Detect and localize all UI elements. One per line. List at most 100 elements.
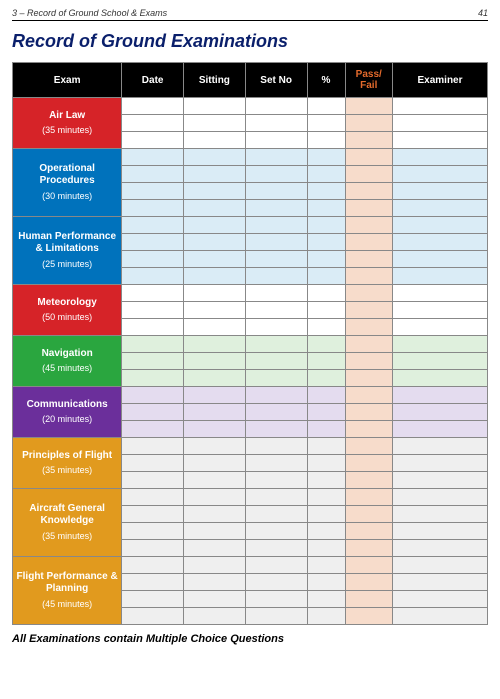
data-cell[interactable] (122, 421, 184, 438)
data-cell[interactable] (393, 336, 488, 353)
data-cell[interactable] (345, 234, 393, 251)
data-cell[interactable] (393, 591, 488, 608)
data-cell[interactable] (307, 200, 345, 217)
data-cell[interactable] (245, 557, 307, 574)
data-cell[interactable] (245, 523, 307, 540)
data-cell[interactable] (345, 302, 393, 319)
data-cell[interactable] (245, 506, 307, 523)
data-cell[interactable] (122, 336, 184, 353)
data-cell[interactable] (393, 268, 488, 285)
data-cell[interactable] (345, 489, 393, 506)
data-cell[interactable] (307, 319, 345, 336)
data-cell[interactable] (393, 506, 488, 523)
data-cell[interactable] (184, 268, 246, 285)
data-cell[interactable] (184, 285, 246, 302)
data-cell[interactable] (345, 404, 393, 421)
data-cell[interactable] (122, 404, 184, 421)
data-cell[interactable] (307, 574, 345, 591)
data-cell[interactable] (307, 353, 345, 370)
data-cell[interactable] (245, 200, 307, 217)
data-cell[interactable] (245, 370, 307, 387)
data-cell[interactable] (245, 353, 307, 370)
data-cell[interactable] (122, 455, 184, 472)
data-cell[interactable] (345, 455, 393, 472)
data-cell[interactable] (393, 523, 488, 540)
data-cell[interactable] (345, 166, 393, 183)
data-cell[interactable] (307, 404, 345, 421)
data-cell[interactable] (307, 183, 345, 200)
data-cell[interactable] (122, 132, 184, 149)
data-cell[interactable] (245, 489, 307, 506)
data-cell[interactable] (345, 115, 393, 132)
data-cell[interactable] (307, 149, 345, 166)
data-cell[interactable] (245, 132, 307, 149)
data-cell[interactable] (393, 540, 488, 557)
data-cell[interactable] (307, 472, 345, 489)
data-cell[interactable] (307, 370, 345, 387)
data-cell[interactable] (122, 251, 184, 268)
data-cell[interactable] (307, 455, 345, 472)
data-cell[interactable] (245, 319, 307, 336)
data-cell[interactable] (122, 574, 184, 591)
data-cell[interactable] (393, 353, 488, 370)
data-cell[interactable] (184, 319, 246, 336)
data-cell[interactable] (307, 268, 345, 285)
data-cell[interactable] (345, 438, 393, 455)
data-cell[interactable] (393, 421, 488, 438)
data-cell[interactable] (393, 387, 488, 404)
data-cell[interactable] (307, 336, 345, 353)
data-cell[interactable] (184, 200, 246, 217)
data-cell[interactable] (393, 217, 488, 234)
data-cell[interactable] (393, 404, 488, 421)
data-cell[interactable] (345, 149, 393, 166)
data-cell[interactable] (122, 608, 184, 625)
data-cell[interactable] (393, 455, 488, 472)
data-cell[interactable] (122, 591, 184, 608)
data-cell[interactable] (345, 370, 393, 387)
data-cell[interactable] (307, 166, 345, 183)
data-cell[interactable] (245, 251, 307, 268)
data-cell[interactable] (184, 421, 246, 438)
data-cell[interactable] (307, 438, 345, 455)
data-cell[interactable] (184, 370, 246, 387)
data-cell[interactable] (307, 98, 345, 115)
data-cell[interactable] (393, 557, 488, 574)
data-cell[interactable] (345, 268, 393, 285)
data-cell[interactable] (122, 115, 184, 132)
data-cell[interactable] (393, 149, 488, 166)
data-cell[interactable] (245, 455, 307, 472)
data-cell[interactable] (184, 523, 246, 540)
data-cell[interactable] (307, 421, 345, 438)
data-cell[interactable] (245, 149, 307, 166)
data-cell[interactable] (345, 540, 393, 557)
data-cell[interactable] (345, 591, 393, 608)
data-cell[interactable] (245, 234, 307, 251)
data-cell[interactable] (393, 98, 488, 115)
data-cell[interactable] (393, 251, 488, 268)
data-cell[interactable] (345, 387, 393, 404)
data-cell[interactable] (345, 183, 393, 200)
data-cell[interactable] (245, 404, 307, 421)
data-cell[interactable] (345, 608, 393, 625)
data-cell[interactable] (307, 387, 345, 404)
data-cell[interactable] (122, 557, 184, 574)
data-cell[interactable] (184, 489, 246, 506)
data-cell[interactable] (122, 370, 184, 387)
data-cell[interactable] (122, 353, 184, 370)
data-cell[interactable] (307, 506, 345, 523)
data-cell[interactable] (307, 285, 345, 302)
data-cell[interactable] (184, 574, 246, 591)
data-cell[interactable] (345, 336, 393, 353)
data-cell[interactable] (307, 234, 345, 251)
data-cell[interactable] (245, 217, 307, 234)
data-cell[interactable] (345, 506, 393, 523)
data-cell[interactable] (393, 319, 488, 336)
data-cell[interactable] (393, 234, 488, 251)
data-cell[interactable] (184, 251, 246, 268)
data-cell[interactable] (307, 557, 345, 574)
data-cell[interactable] (184, 132, 246, 149)
data-cell[interactable] (184, 557, 246, 574)
data-cell[interactable] (345, 557, 393, 574)
data-cell[interactable] (184, 472, 246, 489)
data-cell[interactable] (393, 438, 488, 455)
